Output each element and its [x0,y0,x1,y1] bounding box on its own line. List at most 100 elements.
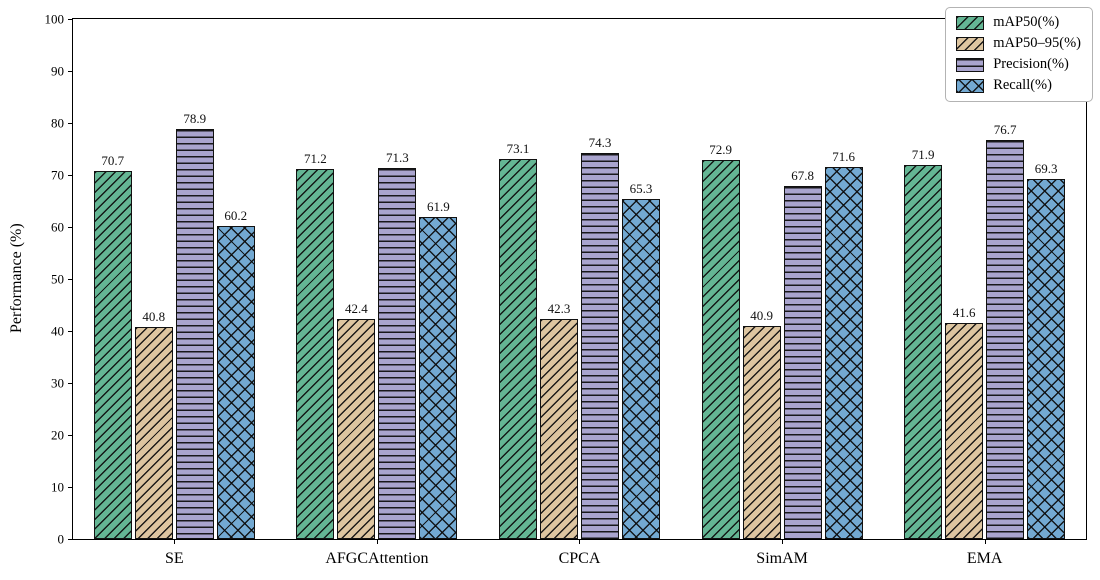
bar-value-label: 71.3 [386,150,409,166]
y-tick-label: 70 [51,167,64,183]
x-tick-label: CPCA [558,550,601,567]
x-tick-mark [174,540,176,544]
bar [824,166,863,539]
bar-slot: 78.9 [175,19,214,539]
bar [621,199,660,539]
bar-slot: 76.7 [986,19,1025,539]
bar-value-label: 61.9 [427,199,450,215]
bar-value-label: 74.3 [588,134,612,150]
y-tick-label: 50 [51,271,64,287]
bar-value-label: 40.9 [750,308,773,324]
bar [986,140,1025,539]
bar [419,217,458,539]
bar-slot: 42.3 [539,19,578,539]
bar-slot: 42.4 [337,19,376,539]
legend-item: mAP50–95(%) [956,34,1081,52]
bar [783,186,822,539]
bar [134,326,173,539]
legend-label: mAP50–95(%) [993,34,1081,51]
bar [945,322,984,539]
bar-slot: 71.9 [904,19,943,539]
y-tick-mark [68,174,73,176]
y-tick-mark [68,226,73,228]
bar-value-label: 60.2 [224,207,248,223]
x-tick-mark [376,540,378,544]
y-tick-label: 30 [51,375,64,391]
bar-value-label: 73.1 [506,140,530,156]
y-tick-mark [68,486,73,488]
x-tick-label: EMA [966,550,1003,567]
legend-swatch-icon [956,36,985,51]
bar-value-label: 71.2 [304,150,327,166]
bar-value-label: 67.8 [791,168,814,184]
y-tick-label: 20 [51,427,64,443]
bar [337,318,376,539]
y-tick-label: 0 [57,531,65,547]
plot-area: 0 10 20 30 40 50 60 70 80 90 100 70.7 40.8 78.9 60.2 SE… [45,13,1087,567]
bar-slot: 67.8 [783,19,822,539]
y-tick-label: 80 [51,115,64,131]
legend-label: mAP50(%) [993,14,1060,30]
legend: mAP50(%) mAP50–95(%) Precision(%) Recall(%) [945,7,1093,102]
bar-value-label: 41.6 [952,304,976,320]
y-tick-mark [68,382,73,384]
legend-item: mAP50(%) [956,14,1081,31]
bar-group: 73.1 42.3 74.3 65.3 CPCA [497,19,661,567]
x-tick-label: AFGCAttention [325,550,429,567]
legend-swatch-icon [956,78,985,93]
bar-group: 72.9 40.9 67.8 71.6 SimAM [700,19,864,567]
bar [175,128,214,539]
bar-value-label: 69.3 [1034,160,1058,176]
y-tick-mark [68,434,73,436]
legend-item: Recall(%) [956,76,1081,94]
legend-swatch-icon [956,57,985,72]
y-tick-mark [68,330,73,332]
bar-value-label: 71.9 [911,147,935,163]
bar-slot: 41.6 [945,19,984,539]
bar-slot: 40.9 [742,19,781,539]
bar-slot: 71.6 [824,19,863,539]
bar [742,326,781,539]
bar-slot: 71.2 [296,19,335,539]
x-tick-mark [579,540,581,544]
bar-group: 71.2 42.4 71.3 61.9 AFGCAttention [295,19,459,567]
y-tick-mark [68,278,73,280]
legend-item: Precision(%) [956,55,1081,73]
bar-slot: 71.3 [378,19,417,539]
bar [1027,178,1066,539]
y-tick-mark [68,18,73,20]
bar-value-label: 40.8 [142,308,166,324]
x-tick-mark [984,540,986,544]
y-tick-label: 60 [51,219,64,235]
bar-slot: 60.2 [216,19,255,539]
bar-slot: 70.7 [93,19,132,539]
y-tick-mark [68,122,73,124]
bar [904,165,943,539]
bar [216,225,255,539]
bar [93,171,132,539]
bar-slot: 65.3 [621,19,660,539]
y-tick-label: 10 [51,479,64,495]
bar-slot: 61.9 [419,19,458,539]
bar-value-label: 42.4 [345,300,368,316]
legend-label: Recall(%) [993,76,1052,93]
bar-group: 71.9 41.6 76.7 69.3 EMA [903,19,1067,567]
bar-slot: 40.8 [134,19,173,539]
bar-value-label: 72.9 [709,141,732,157]
bar-value-label: 65.3 [629,181,653,197]
bar-value-label: 42.3 [547,301,571,317]
bar-value-label: 70.7 [101,153,125,169]
bar-slot: 69.3 [1027,19,1066,539]
y-tick-label: 100 [44,11,65,27]
y-tick-label: 40 [51,323,64,339]
x-tick-label: SE [164,550,184,567]
bar [539,319,578,539]
legend-label: Precision(%) [993,55,1069,72]
bar [701,159,740,539]
y-tick-mark [68,538,73,540]
bar-value-label: 71.6 [832,148,855,164]
bar-group: 70.7 40.8 78.9 60.2 SE [92,19,256,567]
x-tick-mark [782,540,784,544]
bar-slot: 74.3 [580,19,619,539]
